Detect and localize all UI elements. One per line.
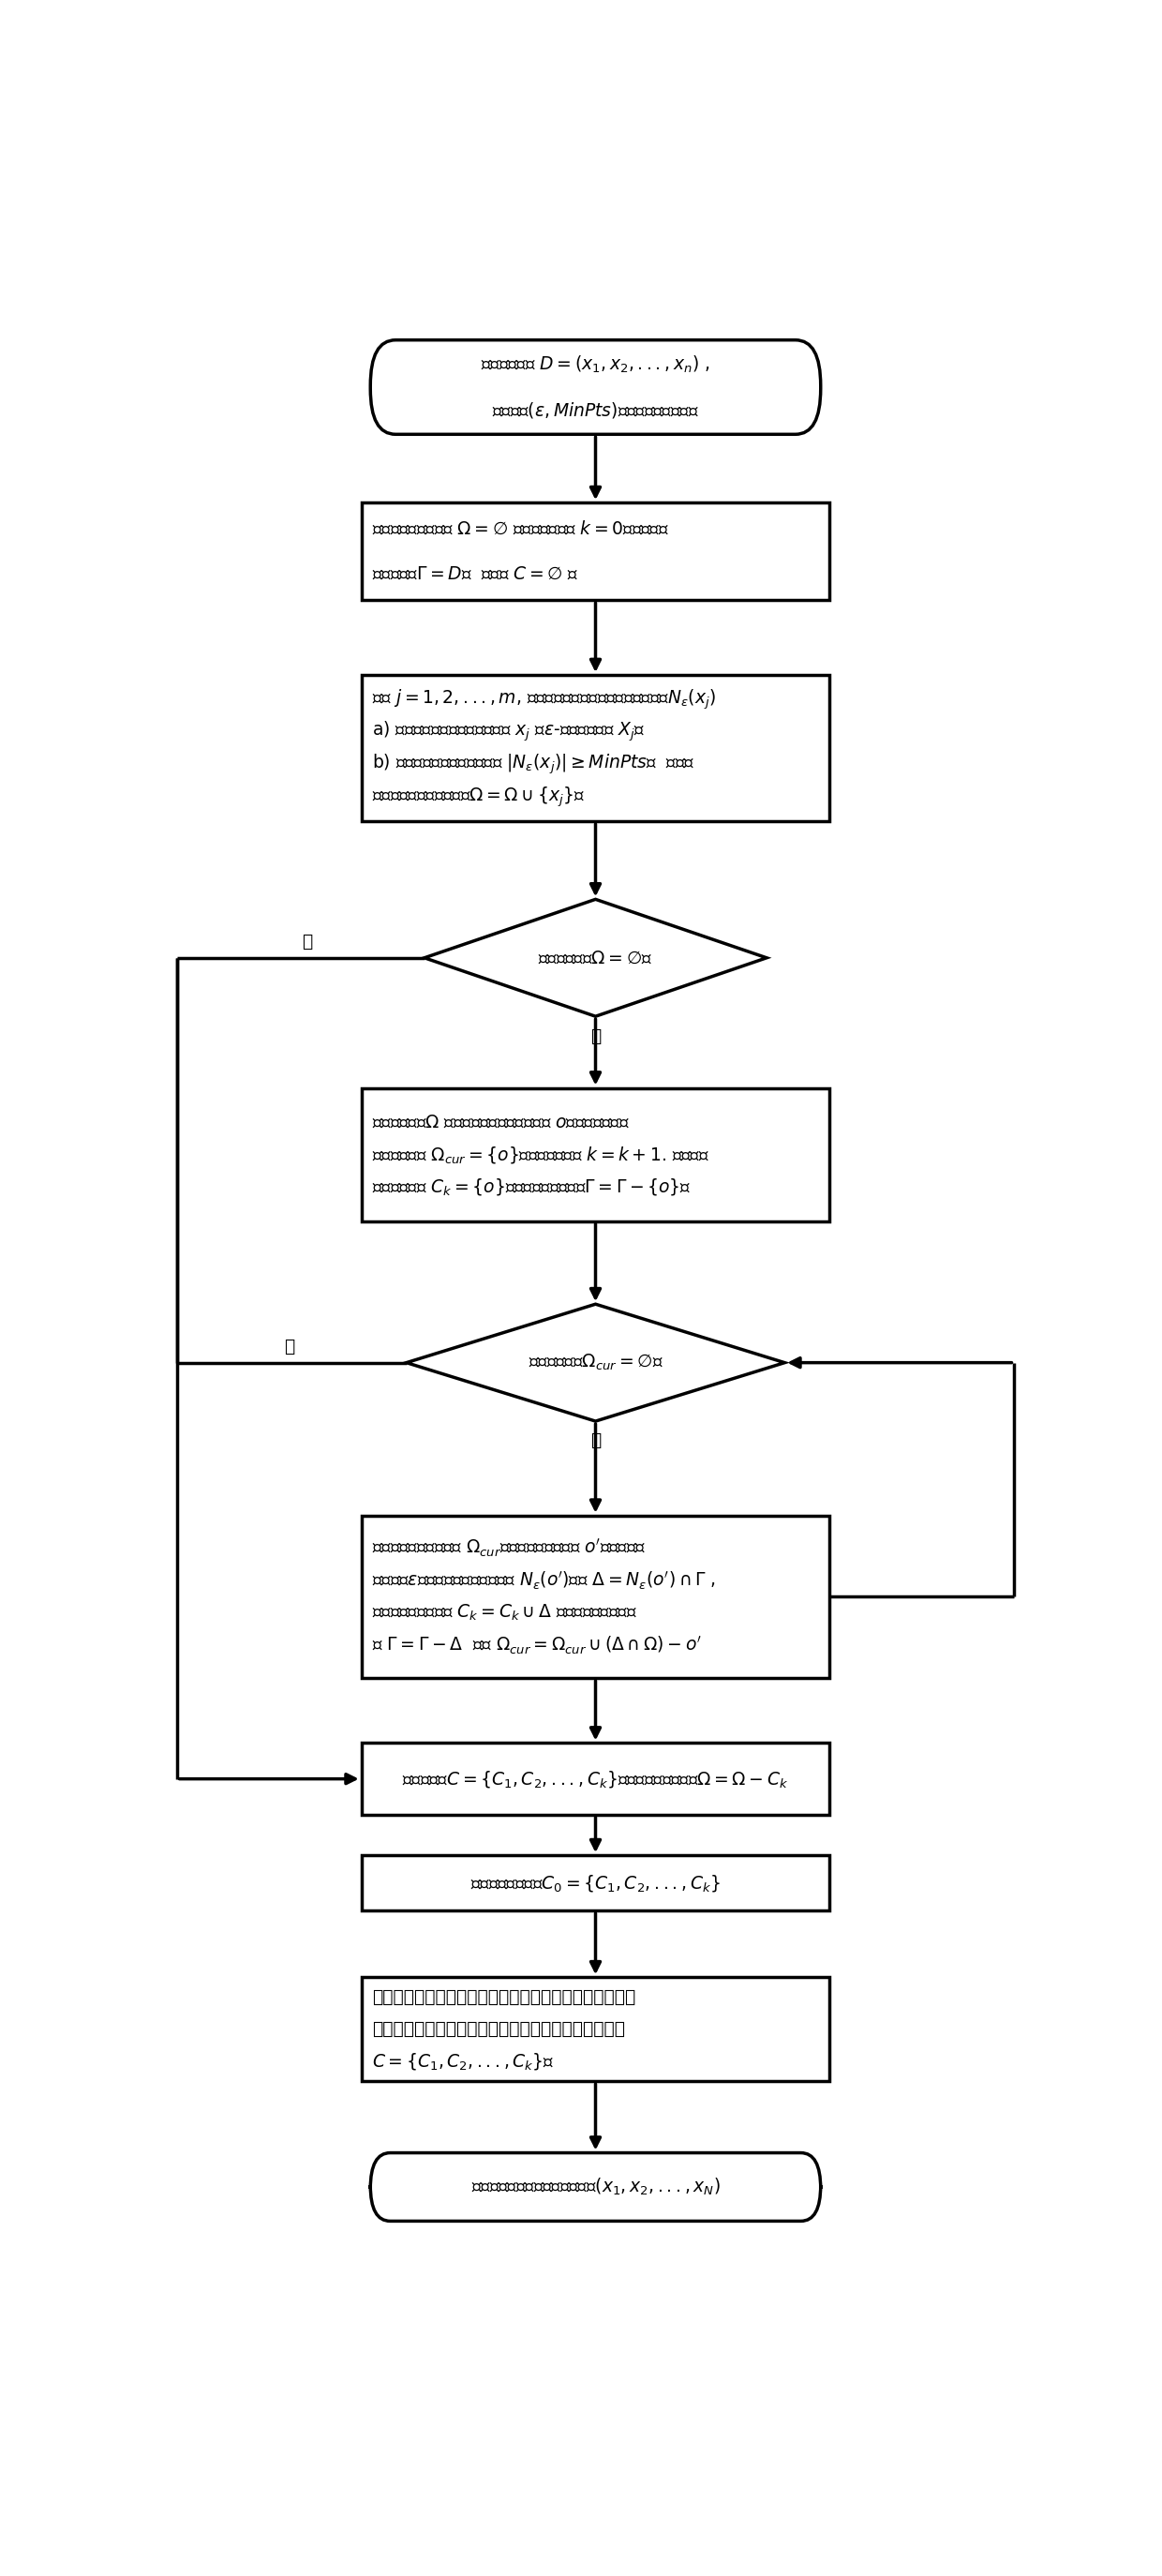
Text: 得到初始簇划分：$C_0=\{C_1,C_2,...,C_k\}$: 得到初始簇划分：$C_0=\{C_1,C_2,...,C_k\}$ xyxy=(471,1873,720,1893)
Text: 问样本集合$\Gamma=D$，  簇划分 $C=\varnothing$ 。: 问样本集合$\Gamma=D$， 簇划分 $C=\varnothing$ 。 xyxy=(372,564,579,582)
Bar xyxy=(361,1855,830,1911)
Text: 径，将直径大于某个阈值的簇删除即得到最终聚类结果: 径，将直径大于某个阈值的簇删除即得到最终聚类结果 xyxy=(372,2020,625,2038)
Text: 在当前簇核心对象队列 $\Omega_{cur}$中取出一个核心对象 $o^{\prime}$，通过邻域: 在当前簇核心对象队列 $\Omega_{cur}$中取出一个核心对象 $o^{\… xyxy=(372,1538,646,1558)
Text: 输入：样本集 $D=(x_1,x_2,...,x_n)$ ,: 输入：样本集 $D=(x_1,x_2,...,x_n)$ , xyxy=(481,353,710,376)
Text: 核心对象队列$\Omega_{cur}=\varnothing$？: 核心对象队列$\Omega_{cur}=\varnothing$？ xyxy=(529,1352,662,1373)
Text: 初始化核心对象集合 $\Omega=\varnothing$ 初始化聚类簇数 $k=0$，初始未访: 初始化核心对象集合 $\Omega=\varnothing$ 初始化聚类簇数 $… xyxy=(372,520,669,538)
Bar xyxy=(361,1087,830,1221)
Text: $C=\{C_1,C_2,...,C_k\}$。: $C=\{C_1,C_2,...,C_k\}$。 xyxy=(372,2050,554,2071)
Text: 更新簇划分$C=\{C_1,C_2,...,C_k\}$，更新核心对象集合$\Omega=\Omega-C_k$: 更新簇划分$C=\{C_1,C_2,...,C_k\}$，更新核心对象集合$\O… xyxy=(402,1770,789,1790)
Text: 在核心对象集$\Omega$ 中，随机选择一个核心对象 $o$。初始化当前簇: 在核心对象集$\Omega$ 中，随机选择一个核心对象 $o$。初始化当前簇 xyxy=(372,1113,630,1131)
Polygon shape xyxy=(407,1303,784,1422)
Text: 将不属于任何一个簇的异常点删除，然后计算各个簇的直: 将不属于任何一个簇的异常点删除，然后计算各个簇的直 xyxy=(372,1989,636,2007)
Text: 输出结果为：多个目标估计位置$(x_1,x_2,...,x_N)$: 输出结果为：多个目标估计位置$(x_1,x_2,...,x_N)$ xyxy=(471,2177,720,2197)
Text: a) 通过距离度量方式，找到样本 $x_j$ 的$\varepsilon$-邻域子样本集 $X_j$。: a) 通过距离度量方式，找到样本 $x_j$ 的$\varepsilon$-邻域… xyxy=(372,719,645,744)
Bar xyxy=(361,502,830,600)
FancyBboxPatch shape xyxy=(371,340,820,435)
Text: b) 如果子样本集样本个数满足 $|N_\varepsilon(x_j)|\geq MinPts$，  将样本: b) 如果子样本集样本个数满足 $|N_\varepsilon(x_j)|\ge… xyxy=(372,752,695,775)
Text: 前簇样本集合 $C_k=\{o\}$，更新未访问样本集$\Gamma=\Gamma-\{o\}$。: 前簇样本集合 $C_k=\{o\}$，更新未访问样本集$\Gamma=\Gamm… xyxy=(372,1177,691,1198)
Bar xyxy=(361,675,830,822)
Text: 是: 是 xyxy=(302,933,313,951)
Bar xyxy=(361,1744,830,1814)
Text: 否: 否 xyxy=(590,1432,601,1450)
Text: 距离阈值$\varepsilon$找出所有的邻域子样本集 $N_\varepsilon(o^{\prime})$，令 $\Delta=N_\varepsilon: 距离阈值$\varepsilon$找出所有的邻域子样本集 $N_\varepsi… xyxy=(372,1569,716,1592)
Text: 是: 是 xyxy=(284,1337,295,1355)
Bar xyxy=(361,1515,830,1677)
Polygon shape xyxy=(424,899,767,1018)
Text: 邻域参数$(\varepsilon,MinPts)$，样本距离度量方式: 邻域参数$(\varepsilon,MinPts)$，样本距离度量方式 xyxy=(493,399,698,420)
Text: 合 $\Gamma=\Gamma-\Delta$  更新 $\Omega_{cur}=\Omega_{cur}\cup(\Delta\cap\Omega)-o^: 合 $\Gamma=\Gamma-\Delta$ 更新 $\Omega_{cur… xyxy=(372,1636,702,1656)
Text: 对于 $j=1,2,...,m$, 按下面的步骤找出所有的核心对象：$N_\varepsilon(x_j)$: 对于 $j=1,2,...,m$, 按下面的步骤找出所有的核心对象：$N_\va… xyxy=(372,688,716,711)
Text: 否: 否 xyxy=(590,1028,601,1046)
Text: 核心对象队列 $\Omega_{cur}=\{o\}$。初始化簇别号 $k=k+1$. 初始化当: 核心对象队列 $\Omega_{cur}=\{o\}$。初始化簇别号 $k=k+… xyxy=(372,1144,710,1164)
FancyBboxPatch shape xyxy=(371,2154,820,2221)
Text: 核心对象集合$\Omega=\varnothing$？: 核心对象集合$\Omega=\varnothing$？ xyxy=(538,948,653,966)
Bar xyxy=(361,1978,830,2081)
Text: 更新当前簇样本集合 $C_k=C_k\cup\Delta$ ，更新未访问样本集: 更新当前簇样本集合 $C_k=C_k\cup\Delta$ ，更新未访问样本集 xyxy=(372,1602,637,1623)
Text: 加入核心对象样本集合：$\Omega=\Omega\cup\{x_j\}$。: 加入核心对象样本集合：$\Omega=\Omega\cup\{x_j\}$。 xyxy=(372,786,584,809)
